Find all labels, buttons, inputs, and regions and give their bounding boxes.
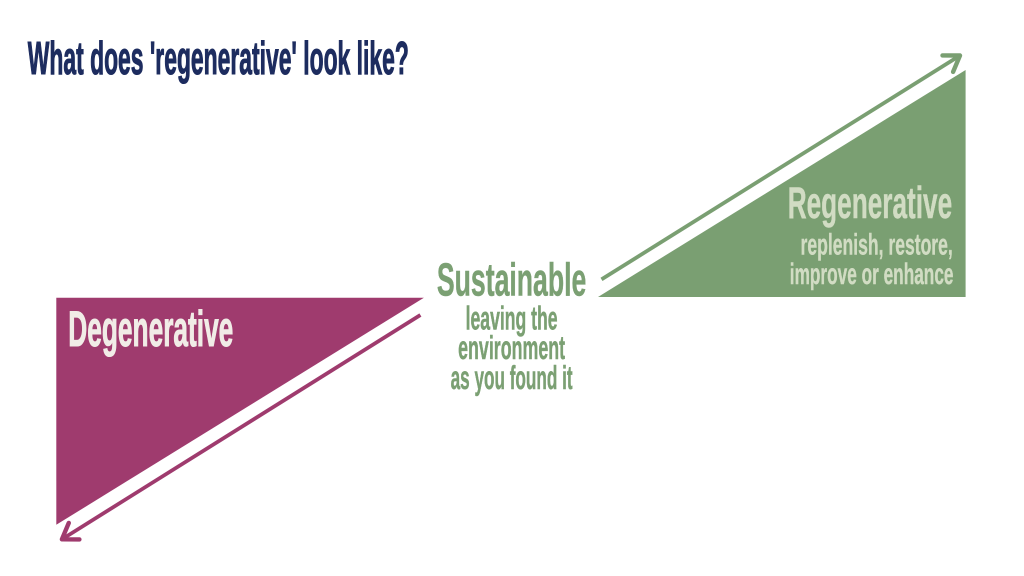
svg-text:leaving the: leaving the [466, 300, 558, 337]
svg-text:Regenerative: Regenerative [788, 177, 953, 228]
svg-text:Sustainable: Sustainable [437, 253, 587, 305]
svg-text:as you found it: as you found it [451, 359, 573, 396]
svg-text:environment: environment [458, 329, 565, 366]
svg-text:replenish, restore,: replenish, restore, [801, 228, 953, 261]
svg-text:Degenerative: Degenerative [68, 301, 233, 357]
svg-text:What does 'regenerative' look: What does 'regenerative' look like? [28, 32, 409, 84]
svg-text:improve or enhance: improve or enhance [790, 258, 954, 291]
